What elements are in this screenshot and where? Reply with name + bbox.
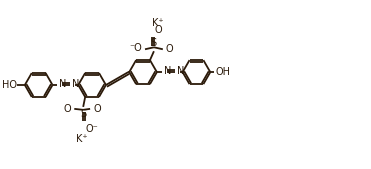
Text: S: S xyxy=(151,38,157,48)
Text: K⁺: K⁺ xyxy=(152,18,164,28)
Text: N: N xyxy=(164,66,171,76)
Text: O: O xyxy=(155,25,162,35)
Text: N: N xyxy=(72,79,80,89)
Text: N: N xyxy=(59,79,67,89)
Text: O: O xyxy=(166,44,173,54)
Text: O: O xyxy=(93,104,101,114)
Text: S: S xyxy=(80,109,86,119)
Text: OH: OH xyxy=(215,67,230,77)
Text: O⁻: O⁻ xyxy=(85,124,98,134)
Text: HO: HO xyxy=(2,80,17,90)
Text: K⁺: K⁺ xyxy=(76,134,88,144)
Text: ⁻O: ⁻O xyxy=(129,43,142,53)
Text: N: N xyxy=(177,66,184,76)
Text: O: O xyxy=(64,104,71,114)
